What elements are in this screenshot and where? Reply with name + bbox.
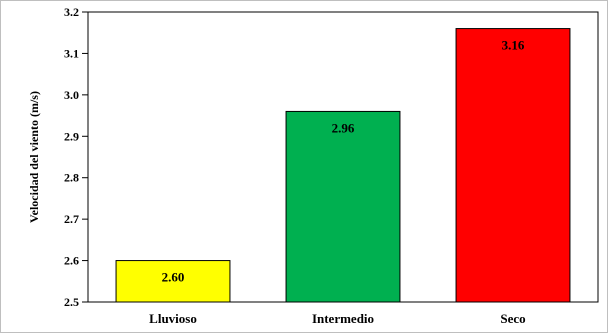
data-label: 2.60 (162, 270, 185, 285)
y-tick-label: 3.2 (64, 5, 79, 19)
x-axis: Lluvioso Intermedio Seco (149, 311, 525, 326)
y-tick-label: 2.7 (64, 212, 79, 226)
bar-lluvioso (115, 260, 231, 303)
y-axis-label: Velocidad del viento (m/s) (27, 91, 41, 223)
bar-seco (455, 28, 571, 303)
y-tick-label: 2.9 (64, 129, 79, 143)
data-label: 3.16 (502, 38, 525, 53)
bars-group: 2.60 2.96 3.16 (115, 28, 571, 303)
y-tick-label: 2.6 (64, 254, 79, 268)
x-tick-label: Intermedio (312, 311, 374, 326)
bar-intermedio (285, 110, 401, 303)
y-tick-label: 3.0 (64, 88, 79, 102)
x-tick-label: Seco (500, 311, 525, 326)
y-axis: 2.5 2.6 2.7 2.8 2.9 3.0 3.1 3.2 (64, 5, 88, 309)
y-tick-label: 2.8 (64, 171, 79, 185)
y-tick-label: 2.5 (64, 295, 79, 309)
data-label: 2.96 (332, 120, 355, 135)
y-tick-label: 3.1 (64, 46, 79, 60)
x-tick-label: Lluvioso (149, 311, 197, 326)
